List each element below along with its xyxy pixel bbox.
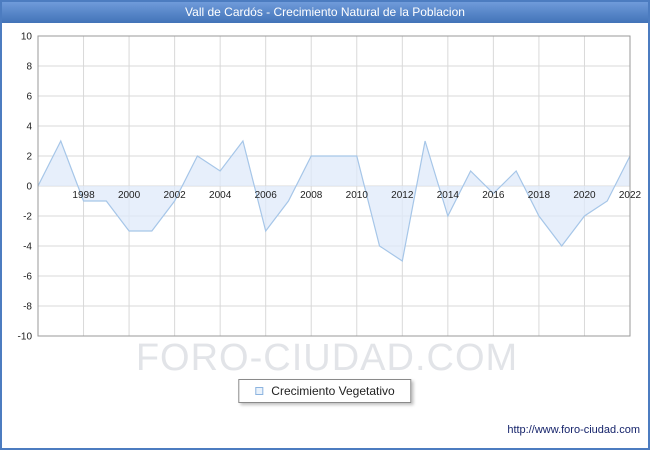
- svg-text:4: 4: [26, 122, 32, 133]
- svg-text:2014: 2014: [437, 190, 460, 201]
- svg-text:2002: 2002: [163, 190, 186, 201]
- svg-text:2004: 2004: [209, 190, 232, 201]
- svg-text:6: 6: [26, 92, 32, 103]
- area-chart: -10 -8 -6 -4 -2 0 2 4 6 8 10 1998 2000 2002 2004 2006 20…: [18, 32, 642, 343]
- svg-text:-4: -4: [23, 242, 32, 253]
- svg-text:-2: -2: [23, 212, 32, 223]
- svg-text:2006: 2006: [255, 190, 278, 201]
- chart-title: Vall de Cardós - Crecimiento Natural de …: [2, 2, 648, 23]
- chart-area: -10 -8 -6 -4 -2 0 2 4 6 8 10 1998 2000 2002 2004 2006 20…: [2, 23, 648, 380]
- svg-text:2008: 2008: [300, 190, 323, 201]
- svg-text:2020: 2020: [573, 190, 596, 201]
- svg-text:10: 10: [21, 32, 33, 43]
- svg-text:2016: 2016: [482, 190, 505, 201]
- svg-text:-10: -10: [18, 332, 33, 343]
- svg-text:2: 2: [26, 152, 32, 163]
- site-url-link[interactable]: http://www.foro-ciudad.com: [507, 424, 640, 436]
- svg-text:2000: 2000: [118, 190, 141, 201]
- svg-text:0: 0: [26, 182, 32, 193]
- legend-label: Crecimiento Vegetativo: [271, 384, 395, 398]
- svg-text:2012: 2012: [391, 190, 414, 201]
- legend: Crecimiento Vegetativo: [238, 379, 412, 403]
- svg-text:2010: 2010: [346, 190, 369, 201]
- svg-text:-6: -6: [23, 272, 32, 283]
- svg-text:8: 8: [26, 62, 32, 73]
- svg-text:2018: 2018: [528, 190, 551, 201]
- svg-text:-8: -8: [23, 302, 32, 313]
- svg-text:1998: 1998: [72, 190, 95, 201]
- legend-swatch-icon: [255, 387, 264, 395]
